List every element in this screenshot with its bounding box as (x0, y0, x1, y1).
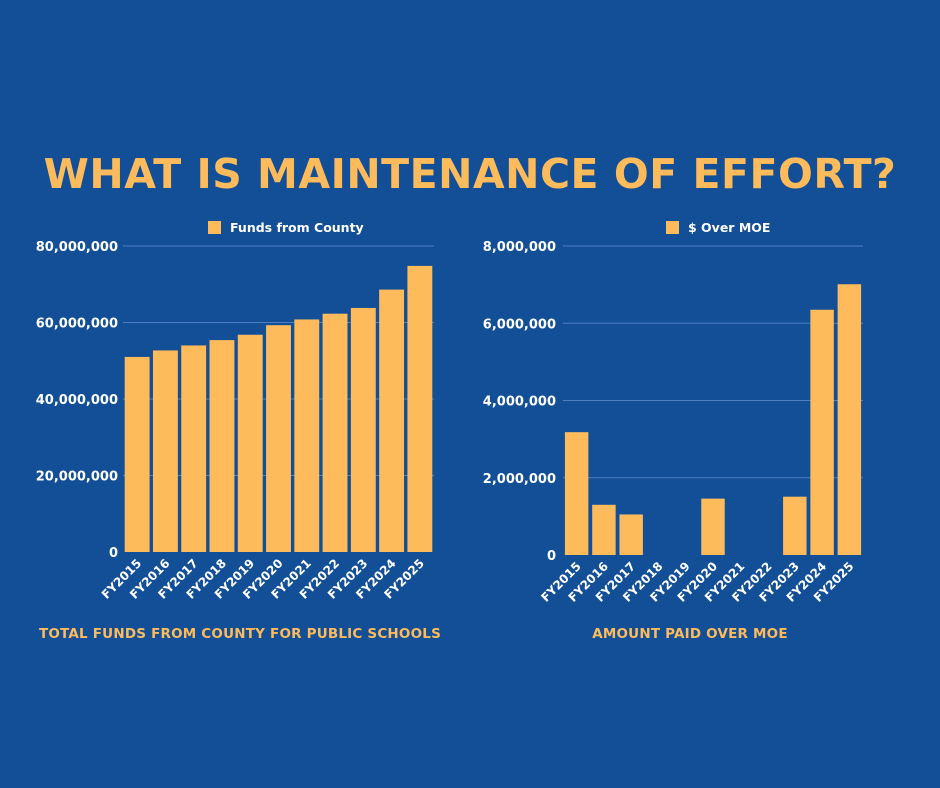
bar-fy2018 (209, 340, 235, 552)
bar-fy2023 (783, 496, 807, 555)
bar-fy2017 (619, 514, 643, 555)
over-moe-chart: 0 2,000,000 4,000,000 6,000,000 8,000,000 FY2… (470, 205, 890, 635)
y-tick-label: 8,000,000 (483, 240, 556, 255)
legend-label: Funds from County (230, 220, 364, 235)
bar-fy2019 (237, 334, 263, 552)
bar-fy2020 (266, 325, 291, 552)
funds-chart-svg: 0 20,000,000 40,000,000 60,000,000 80,000,00… (36, 240, 434, 602)
y-tick-label: 4,000,000 (483, 395, 556, 410)
legend-funds-from-county: Funds from County (208, 220, 364, 235)
y-tick-label: 2,000,000 (483, 472, 556, 487)
bar-fy2023 (350, 307, 376, 552)
y-tick-label: 20,000,000 (36, 470, 118, 485)
funds-from-county-chart: 0 20,000,000 40,000,000 60,000,000 80,000,00… (20, 205, 450, 635)
bar-fy2015 (124, 356, 150, 552)
bar-fy2016 (152, 350, 178, 552)
y-tick-label: 60,000,000 (36, 317, 118, 332)
y-tick-label: 80,000,000 (36, 240, 118, 255)
bar-fy2024 (379, 289, 405, 552)
bar-fy2016 (592, 504, 616, 555)
legend-over-moe: $ Over MOE (666, 220, 770, 235)
y-tick-label: 40,000,000 (36, 393, 118, 408)
bar-fy2017 (181, 345, 207, 552)
bar-fy2024 (810, 309, 834, 555)
funds-chart-caption: TOTAL FUNDS FROM COUNTY FOR PUBLIC SCHOO… (38, 626, 442, 642)
y-tick-label: 6,000,000 (483, 317, 556, 332)
bar-fy2015 (564, 432, 589, 555)
bar-fy2025 (407, 265, 433, 552)
bar-fy2022 (322, 313, 348, 552)
legend-label: $ Over MOE (688, 220, 771, 235)
bar-fy2020 (701, 498, 725, 555)
legend-swatch (208, 221, 221, 234)
over-moe-chart-svg: 02,000,0004,000,0006,000,0008,000,000FY2… (483, 240, 863, 605)
y-tick-label: 0 (109, 546, 118, 561)
bar-fy2021 (294, 319, 320, 552)
bar-fy2025 (837, 284, 862, 555)
page-title: WHAT IS MAINTENANCE OF EFFORT? (43, 150, 897, 198)
legend-swatch (666, 221, 679, 234)
y-tick-label: 0 (547, 549, 556, 564)
over-moe-chart-caption: AMOUNT PAID OVER MOE (592, 626, 788, 642)
